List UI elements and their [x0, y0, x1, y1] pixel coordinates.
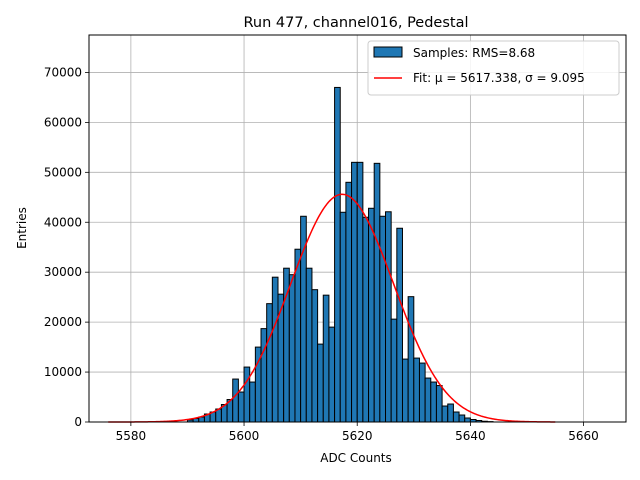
histogram-bar [294, 248, 302, 423]
histogram-bar [424, 377, 432, 423]
histogram-bar [447, 403, 454, 423]
histogram-bar [413, 357, 420, 423]
histogram-bar [435, 385, 443, 423]
histogram-bar [390, 318, 398, 423]
y-tick-label: 10000 [44, 365, 82, 379]
histogram-bar [356, 161, 364, 423]
histogram-bar [379, 215, 387, 423]
x-tick-label: 5600 [229, 429, 260, 443]
histogram-bar [430, 381, 437, 423]
histogram-bar [396, 227, 403, 423]
y-tick-label: 50000 [44, 165, 82, 179]
y-tick-label: 0 [74, 415, 82, 429]
y-tick-label: 60000 [44, 115, 82, 129]
x-tick-label: 5660 [568, 429, 599, 443]
x-tick-label: 5620 [342, 429, 373, 443]
histogram-bar [339, 211, 347, 423]
histogram-bar [237, 391, 245, 423]
histogram-bar [458, 414, 466, 423]
histogram-bar [249, 381, 256, 423]
histogram-bar [368, 207, 375, 423]
gaussian-fit-line [108, 193, 556, 423]
y-tick-label: 40000 [44, 215, 82, 229]
y-axis-ticks: 0 10000 20000 30000 40000 50000 60000 70000 [44, 65, 89, 429]
histogram-bar [328, 326, 336, 423]
histogram-bar [322, 294, 330, 423]
histogram-bars [186, 86, 494, 423]
histogram-bar [373, 162, 381, 423]
y-tick-label: 30000 [44, 265, 82, 279]
histogram-bar [362, 216, 370, 423]
x-axis-label: ADC Counts [320, 451, 392, 465]
legend-box [367, 40, 620, 96]
histogram-bar [385, 211, 392, 423]
histogram-bar [441, 405, 449, 423]
histogram-bar [260, 328, 268, 423]
histogram-bar [334, 86, 341, 423]
histogram-bar [345, 181, 353, 423]
histogram-bar [271, 276, 279, 423]
histogram-bar [305, 267, 313, 423]
histogram-bar [266, 303, 273, 423]
histogram-bar [311, 289, 319, 423]
histogram-bar [243, 366, 251, 423]
x-axis-ticks: 5580 5600 5620 5640 5660 [116, 422, 599, 443]
histogram-bar [288, 274, 296, 423]
y-tick-label: 20000 [44, 315, 82, 329]
chart-title: Run 477, channel016, Pedestal [243, 15, 468, 31]
histogram-bar [317, 343, 324, 423]
histogram-bar [418, 362, 426, 423]
histogram-bar [401, 358, 409, 423]
histogram-bar [452, 411, 460, 423]
x-tick-label: 5580 [116, 429, 147, 443]
histogram-bar [407, 296, 415, 423]
y-axis-label: Entries [15, 207, 29, 249]
histogram-bar [232, 378, 239, 423]
histogram-bar [464, 417, 471, 423]
legend-samples-label: Samples: RMS=8.68 [413, 46, 535, 60]
y-tick-label: 70000 [44, 65, 82, 79]
legend: Samples: RMS=8.68 Fit: μ = 5617.338, σ =… [367, 40, 620, 96]
legend-fit-label: Fit: μ = 5617.338, σ = 9.095 [413, 71, 585, 85]
x-tick-label: 5640 [455, 429, 486, 443]
legend-samples-swatch [373, 46, 403, 58]
